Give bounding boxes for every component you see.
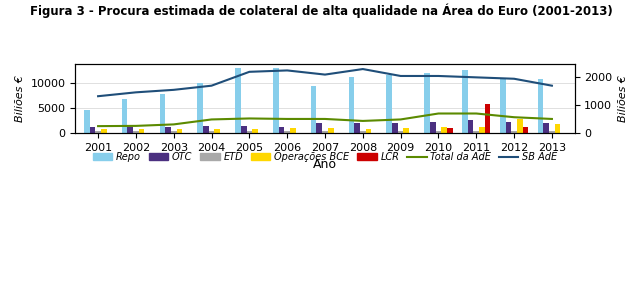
Bar [273,68,278,133]
Bar [214,129,220,133]
Bar [430,122,435,133]
Bar [122,99,127,133]
Bar [197,83,203,133]
Y-axis label: Biliões €: Biliões € [618,75,628,122]
Bar [209,131,214,133]
Bar [311,86,316,133]
Bar [171,131,177,133]
Bar [467,120,473,133]
Bar [235,68,241,133]
Bar [322,131,328,133]
Bar [398,131,403,133]
Bar [101,129,107,133]
Bar [349,77,354,133]
Bar [127,127,133,133]
Bar [511,131,517,133]
Bar [500,78,505,133]
Bar [473,131,479,133]
Bar [479,128,485,133]
Bar [447,128,453,133]
Bar [165,127,171,133]
Bar [360,131,366,133]
Bar [403,128,409,133]
Bar [505,122,511,133]
Y-axis label: Biliões €: Biliões € [15,75,25,122]
Bar [549,131,555,133]
Bar [523,128,529,133]
Bar [441,127,447,133]
Bar [84,110,89,133]
Bar [203,126,209,133]
Legend: Repo, OTC, ETD, Operações BCE, LCR, Total da AdE, SB AdE: Repo, OTC, ETD, Operações BCE, LCR, Tota… [89,148,561,166]
Bar [241,126,246,133]
Bar [462,70,467,133]
Bar [252,129,258,133]
Bar [517,119,523,133]
X-axis label: Ano: Ano [313,158,337,171]
Bar [543,123,549,133]
Bar [89,128,95,133]
Text: Figura 3 - Procura estimada de colateral de alta qualidade na Área do Euro (2001: Figura 3 - Procura estimada de colateral… [30,3,613,17]
Bar [366,129,371,133]
Bar [284,131,290,133]
Bar [159,94,165,133]
Bar [278,127,284,133]
Bar [435,131,441,133]
Bar [485,103,491,133]
Bar [392,123,398,133]
Bar [424,73,430,133]
Bar [555,124,561,133]
Bar [354,123,360,133]
Bar [538,79,543,133]
Bar [316,123,322,133]
Bar [177,129,182,133]
Bar [139,129,145,133]
Bar [328,128,334,133]
Bar [246,131,252,133]
Bar [386,75,392,133]
Bar [290,128,296,133]
Bar [133,131,139,133]
Bar [95,131,101,133]
